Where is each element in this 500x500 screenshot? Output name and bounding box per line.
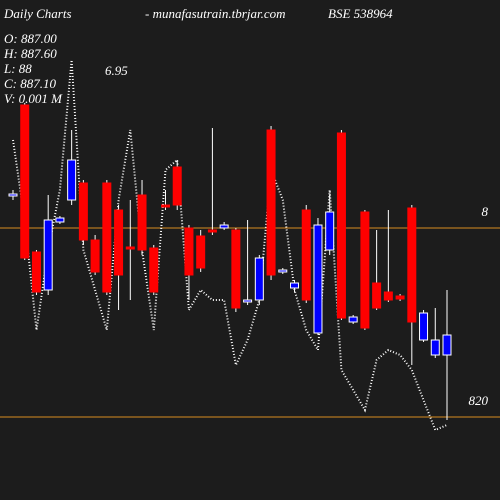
- candle-body: [395, 295, 405, 300]
- candle-body: [372, 282, 382, 309]
- info-line: V: 0.001 M: [4, 91, 63, 106]
- candle-body: [348, 316, 358, 323]
- symbol: BSE 538964: [328, 6, 393, 21]
- candle-body: [430, 339, 440, 356]
- candle-body: [278, 269, 288, 273]
- info-line: C: 887.10: [4, 76, 57, 91]
- candle-body: [78, 182, 88, 241]
- candle-body: [219, 224, 229, 229]
- candle-body: [360, 211, 370, 329]
- candle-body: [125, 246, 135, 250]
- candle-body: [20, 104, 30, 259]
- candle-body: [313, 224, 323, 334]
- candle-body: [114, 209, 124, 276]
- info-line: H: 887.60: [3, 46, 57, 61]
- candle-body: [301, 209, 311, 301]
- candle-body: [254, 257, 264, 301]
- y-tick-label: 820: [469, 393, 489, 408]
- candle-body: [407, 207, 417, 323]
- candle-body: [149, 247, 159, 293]
- y-tick-label: 8: [482, 204, 489, 219]
- candle-body: [43, 219, 53, 291]
- candle-body: [207, 229, 217, 233]
- candle-body: [196, 235, 206, 269]
- candle-body: [160, 204, 170, 208]
- candle-body: [419, 312, 429, 341]
- candle-body: [90, 239, 100, 273]
- info-line: O: 887.00: [4, 31, 57, 46]
- candle-body: [55, 217, 65, 223]
- candle-body: [172, 166, 182, 206]
- candle-body: [184, 227, 194, 276]
- candle-body: [231, 229, 241, 309]
- info-line: L: 88: [3, 61, 32, 76]
- candle-body: [137, 194, 147, 251]
- candle-body: [102, 182, 112, 293]
- site-name: - munafasutrain.tbrjar.com: [145, 6, 285, 21]
- candle-body: [325, 211, 335, 251]
- info-overlay: 6.95: [105, 63, 128, 78]
- overlay-line: [12, 59, 448, 432]
- candle-body: [442, 334, 452, 356]
- candle-body: [8, 193, 18, 197]
- candle-body: [383, 291, 393, 301]
- candle-body: [290, 282, 300, 289]
- chart-title: Daily Charts: [3, 6, 72, 21]
- candle-body: [336, 132, 346, 319]
- candle-body: [67, 159, 77, 201]
- candle-body: [266, 129, 276, 276]
- candle-body: [31, 251, 41, 293]
- candle-body: [243, 299, 253, 303]
